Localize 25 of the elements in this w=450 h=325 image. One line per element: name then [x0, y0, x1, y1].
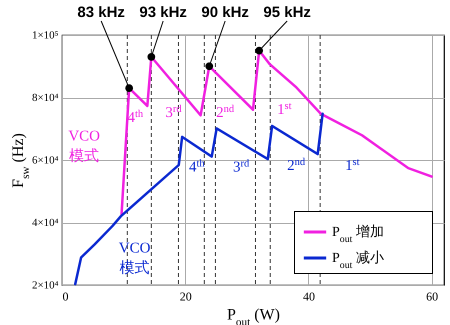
annotation: 4$^{th}$: [128, 108, 144, 126]
legend-label: P$_{out}$ 减小: [332, 250, 384, 270]
y-tick-label: 2×10⁴: [32, 280, 59, 292]
annotation: 4$^{th}$: [189, 158, 206, 176]
y-tick-label: 4×10⁴: [32, 217, 59, 229]
x-tick-label: 60: [426, 290, 438, 304]
x-tick-label: 0: [62, 290, 68, 304]
annotation: 2$^{nd}$: [216, 103, 235, 121]
annotation: 2$^{nd}$: [287, 156, 306, 174]
y-tick-label: 8×10⁴: [32, 92, 59, 104]
annotation: VCO 模式: [118, 240, 151, 276]
y-tick-label: 6×10⁴: [32, 154, 59, 166]
annotation: 3$^{rd}$: [233, 158, 250, 176]
annotation: 90 kHz: [201, 4, 249, 21]
x-tick-label: 20: [180, 290, 192, 304]
annotation: 93 kHz: [139, 4, 187, 21]
legend-label: P$_{out}$ 增加: [332, 224, 384, 244]
y-tick-label: 1×10⁵: [32, 30, 59, 42]
x-tick-label: 40: [302, 290, 315, 304]
annotation: VCO 模式: [68, 128, 100, 165]
annotation: 83 kHz: [77, 4, 125, 21]
annotation: 3$^{rd}$: [165, 103, 182, 121]
annotation: 95 kHz: [263, 4, 311, 21]
annotation: 1$^{st}$: [277, 100, 292, 118]
annotation: 1$^{st}$: [345, 156, 360, 174]
